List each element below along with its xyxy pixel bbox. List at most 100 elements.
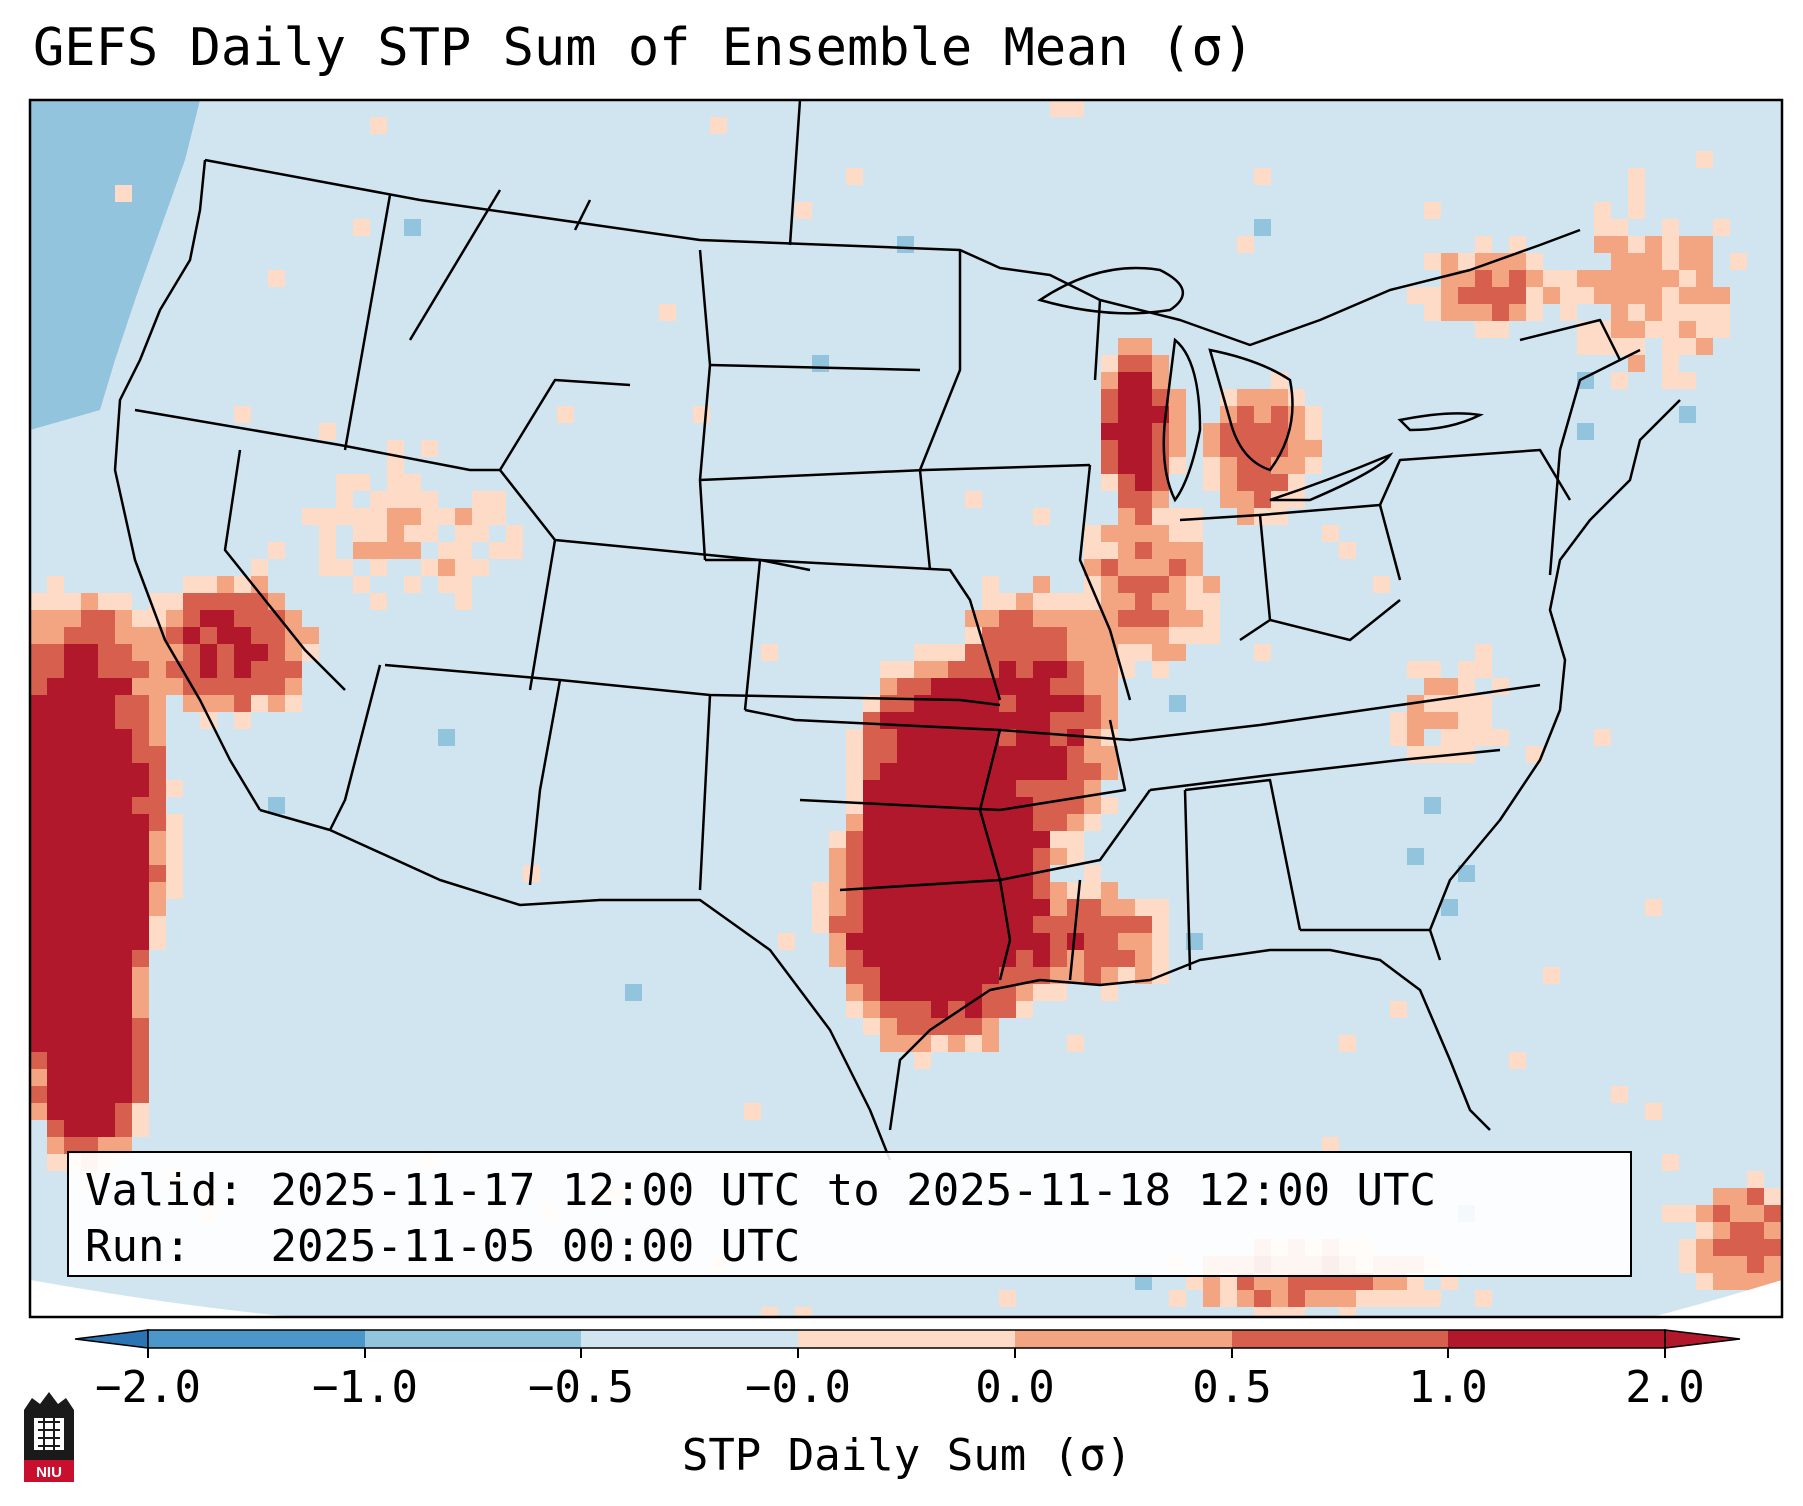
stp-cell xyxy=(1152,576,1169,593)
stp-cell xyxy=(1509,304,1526,321)
stp-cell xyxy=(1628,304,1645,321)
stp-cell xyxy=(1067,661,1084,678)
stp-cell xyxy=(948,746,965,763)
stp-cell xyxy=(1577,423,1594,440)
stp-cell xyxy=(914,1018,931,1035)
stp-cell xyxy=(1135,457,1152,474)
stp-cell xyxy=(1305,423,1322,440)
colorbar-tick-label: 0.5 xyxy=(1192,1362,1272,1413)
stp-cell xyxy=(98,1086,115,1103)
stp-cell xyxy=(1067,712,1084,729)
stp-cell xyxy=(1186,627,1203,644)
stp-cell xyxy=(897,780,914,797)
stp-cell xyxy=(47,1137,64,1154)
stp-cell xyxy=(1509,253,1526,270)
stp-cell xyxy=(115,950,132,967)
stp-cell xyxy=(846,865,863,882)
stp-cell xyxy=(1050,916,1067,933)
stp-cell xyxy=(30,882,47,899)
stp-cell xyxy=(1203,423,1220,440)
stp-cell xyxy=(1237,457,1254,474)
stp-cell xyxy=(1033,695,1050,712)
stp-cell xyxy=(64,831,81,848)
stp-cell xyxy=(217,644,234,661)
stp-cell xyxy=(931,678,948,695)
stp-cell xyxy=(1271,1307,1288,1317)
stp-cell xyxy=(1033,746,1050,763)
stp-cell xyxy=(1016,831,1033,848)
stp-cell xyxy=(1033,882,1050,899)
stp-cell xyxy=(132,746,149,763)
stp-cell xyxy=(1169,610,1186,627)
stp-cell xyxy=(1730,1273,1747,1290)
stp-cell xyxy=(1390,1273,1407,1290)
stp-cell xyxy=(64,627,81,644)
stp-cell xyxy=(761,644,778,661)
stp-cell xyxy=(1067,729,1084,746)
stp-cell xyxy=(863,797,880,814)
stp-cell xyxy=(1662,287,1679,304)
stp-cell xyxy=(200,576,217,593)
stp-cell xyxy=(47,661,64,678)
stp-cell xyxy=(64,865,81,882)
stp-cell xyxy=(1101,389,1118,406)
stp-cell xyxy=(81,763,98,780)
stp-cell xyxy=(234,576,251,593)
stp-cell xyxy=(1135,508,1152,525)
stp-cell xyxy=(1118,508,1135,525)
stp-cell xyxy=(1169,1290,1186,1307)
stp-cell xyxy=(1322,1290,1339,1307)
colorbar-tick-label: 2.0 xyxy=(1625,1362,1705,1413)
stp-cell xyxy=(965,1035,982,1052)
stp-cell xyxy=(353,474,370,491)
stp-cell xyxy=(1135,440,1152,457)
stp-cell xyxy=(1118,593,1135,610)
valid-label: Valid: xyxy=(85,1165,244,1216)
stp-cell xyxy=(1067,100,1084,117)
stp-cell xyxy=(982,865,999,882)
stp-cell xyxy=(1135,950,1152,967)
stp-cell xyxy=(132,933,149,950)
stp-cell xyxy=(1713,287,1730,304)
stp-cell xyxy=(455,508,472,525)
stp-cell xyxy=(1764,1188,1781,1205)
stp-cell xyxy=(1424,797,1441,814)
stp-cell xyxy=(1135,372,1152,389)
stp-cell xyxy=(965,967,982,984)
stp-cell xyxy=(1186,576,1203,593)
stp-cell xyxy=(880,899,897,916)
stp-cell xyxy=(64,814,81,831)
stp-cell xyxy=(30,746,47,763)
stp-cell xyxy=(1611,304,1628,321)
stp-cell xyxy=(455,559,472,576)
stp-cell xyxy=(1441,304,1458,321)
stp-cell xyxy=(965,780,982,797)
stp-cell xyxy=(64,644,81,661)
stp-cell xyxy=(1356,1273,1373,1290)
stp-cell xyxy=(149,661,166,678)
stp-cell xyxy=(1067,831,1084,848)
stp-cell xyxy=(1033,661,1050,678)
stp-cell xyxy=(30,763,47,780)
stp-cell xyxy=(1254,1290,1271,1307)
stp-cell xyxy=(149,644,166,661)
stp-cell xyxy=(1662,338,1679,355)
stp-cell xyxy=(268,270,285,287)
stp-cell xyxy=(1016,899,1033,916)
stp-cell xyxy=(64,916,81,933)
stp-cell xyxy=(880,763,897,780)
stp-cell xyxy=(336,491,353,508)
stp-cell xyxy=(1577,338,1594,355)
stp-cell xyxy=(1679,304,1696,321)
stp-cell xyxy=(1033,593,1050,610)
stp-cell xyxy=(1033,899,1050,916)
stp-cell xyxy=(1169,457,1186,474)
stp-cell xyxy=(1067,1035,1084,1052)
stp-cell xyxy=(30,1069,47,1086)
stp-cell xyxy=(1084,644,1101,661)
stp-cell xyxy=(1526,746,1543,763)
stp-cell xyxy=(1237,406,1254,423)
stp-cell xyxy=(1016,865,1033,882)
stp-cell xyxy=(914,1035,931,1052)
stp-cell xyxy=(47,746,64,763)
